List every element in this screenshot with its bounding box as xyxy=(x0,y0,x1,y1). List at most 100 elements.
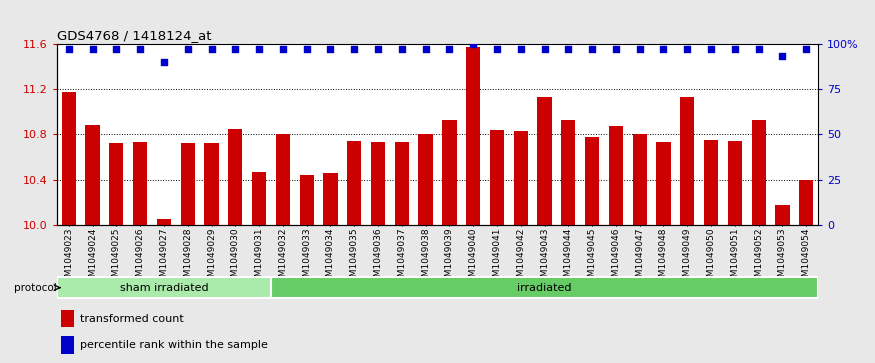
Bar xyxy=(418,134,433,225)
Bar xyxy=(656,142,670,225)
Point xyxy=(62,46,76,52)
Text: GSM1049043: GSM1049043 xyxy=(540,228,549,288)
Text: GSM1049034: GSM1049034 xyxy=(326,228,335,288)
Text: GSM1049038: GSM1049038 xyxy=(421,228,430,288)
Point xyxy=(799,46,813,52)
Point xyxy=(86,46,100,52)
Text: percentile rank within the sample: percentile rank within the sample xyxy=(80,340,268,350)
Bar xyxy=(57,277,271,298)
Bar xyxy=(299,175,314,225)
Text: GSM1049035: GSM1049035 xyxy=(350,228,359,288)
Bar xyxy=(324,173,338,225)
Text: GSM1049048: GSM1049048 xyxy=(659,228,668,288)
Point xyxy=(775,53,789,59)
Point xyxy=(704,46,718,52)
Text: GSM1049024: GSM1049024 xyxy=(88,228,97,288)
Bar xyxy=(60,337,74,354)
Bar xyxy=(609,126,623,225)
Text: GSM1049028: GSM1049028 xyxy=(183,228,192,288)
Text: GSM1049050: GSM1049050 xyxy=(707,228,716,288)
Point xyxy=(324,46,338,52)
Point xyxy=(514,46,528,52)
Point xyxy=(728,46,742,52)
Bar xyxy=(271,277,818,298)
Bar xyxy=(775,205,789,225)
Point xyxy=(347,46,361,52)
Text: GSM1049042: GSM1049042 xyxy=(516,228,525,288)
Point xyxy=(109,46,123,52)
Text: GSM1049051: GSM1049051 xyxy=(731,228,739,288)
Point xyxy=(205,46,219,52)
Point xyxy=(371,46,385,52)
Bar xyxy=(704,140,718,225)
Text: GSM1049047: GSM1049047 xyxy=(635,228,644,288)
Text: GSM1049031: GSM1049031 xyxy=(255,228,263,288)
Bar xyxy=(466,47,480,225)
Bar xyxy=(347,141,361,225)
Bar xyxy=(133,142,147,225)
Bar xyxy=(442,119,457,225)
Text: GSM1049039: GSM1049039 xyxy=(444,228,454,288)
Text: GSM1049025: GSM1049025 xyxy=(112,228,121,288)
Text: GSM1049032: GSM1049032 xyxy=(278,228,287,288)
Point xyxy=(585,46,599,52)
Point xyxy=(562,46,576,52)
Text: GSM1049026: GSM1049026 xyxy=(136,228,144,288)
Bar xyxy=(371,142,385,225)
Point xyxy=(418,46,432,52)
Text: GSM1049046: GSM1049046 xyxy=(612,228,620,288)
Bar xyxy=(585,136,599,225)
Bar xyxy=(86,125,100,225)
Bar xyxy=(490,130,504,225)
Point xyxy=(633,46,647,52)
Point xyxy=(228,46,242,52)
Point xyxy=(252,46,266,52)
Point xyxy=(680,46,694,52)
Text: GSM1049053: GSM1049053 xyxy=(778,228,787,288)
Point xyxy=(157,59,171,65)
Text: GSM1049045: GSM1049045 xyxy=(588,228,597,288)
Point xyxy=(133,46,147,52)
Bar xyxy=(395,142,409,225)
Bar xyxy=(537,97,552,225)
Point xyxy=(490,46,504,52)
Text: GSM1049029: GSM1049029 xyxy=(207,228,216,288)
Point xyxy=(752,46,766,52)
Point xyxy=(299,46,313,52)
Bar xyxy=(205,143,219,225)
Bar xyxy=(633,134,647,225)
Bar xyxy=(276,134,290,225)
Text: GSM1049027: GSM1049027 xyxy=(159,228,168,288)
Text: irradiated: irradiated xyxy=(517,283,571,293)
Text: GSM1049023: GSM1049023 xyxy=(64,228,74,288)
Point xyxy=(466,41,480,46)
Point xyxy=(609,46,623,52)
Point xyxy=(443,46,457,52)
Text: GSM1049040: GSM1049040 xyxy=(469,228,478,288)
Bar xyxy=(799,180,814,225)
Text: protocol: protocol xyxy=(14,283,57,293)
Bar xyxy=(228,129,242,225)
Text: transformed count: transformed count xyxy=(80,314,184,323)
Bar xyxy=(60,310,74,327)
Text: GSM1049036: GSM1049036 xyxy=(374,228,382,288)
Text: GDS4768 / 1418124_at: GDS4768 / 1418124_at xyxy=(57,29,212,42)
Point xyxy=(537,46,551,52)
Point xyxy=(395,46,409,52)
Point xyxy=(276,46,290,52)
Bar xyxy=(728,141,742,225)
Bar xyxy=(561,119,576,225)
Bar xyxy=(180,143,195,225)
Bar xyxy=(61,92,76,225)
Text: GSM1049049: GSM1049049 xyxy=(682,228,692,288)
Bar xyxy=(157,219,172,225)
Text: GSM1049037: GSM1049037 xyxy=(397,228,406,288)
Text: GSM1049044: GSM1049044 xyxy=(564,228,573,288)
Point xyxy=(181,46,195,52)
Text: GSM1049052: GSM1049052 xyxy=(754,228,763,288)
Point xyxy=(656,46,670,52)
Bar xyxy=(752,119,766,225)
Text: GSM1049041: GSM1049041 xyxy=(493,228,501,288)
Bar xyxy=(514,131,528,225)
Bar xyxy=(109,143,123,225)
